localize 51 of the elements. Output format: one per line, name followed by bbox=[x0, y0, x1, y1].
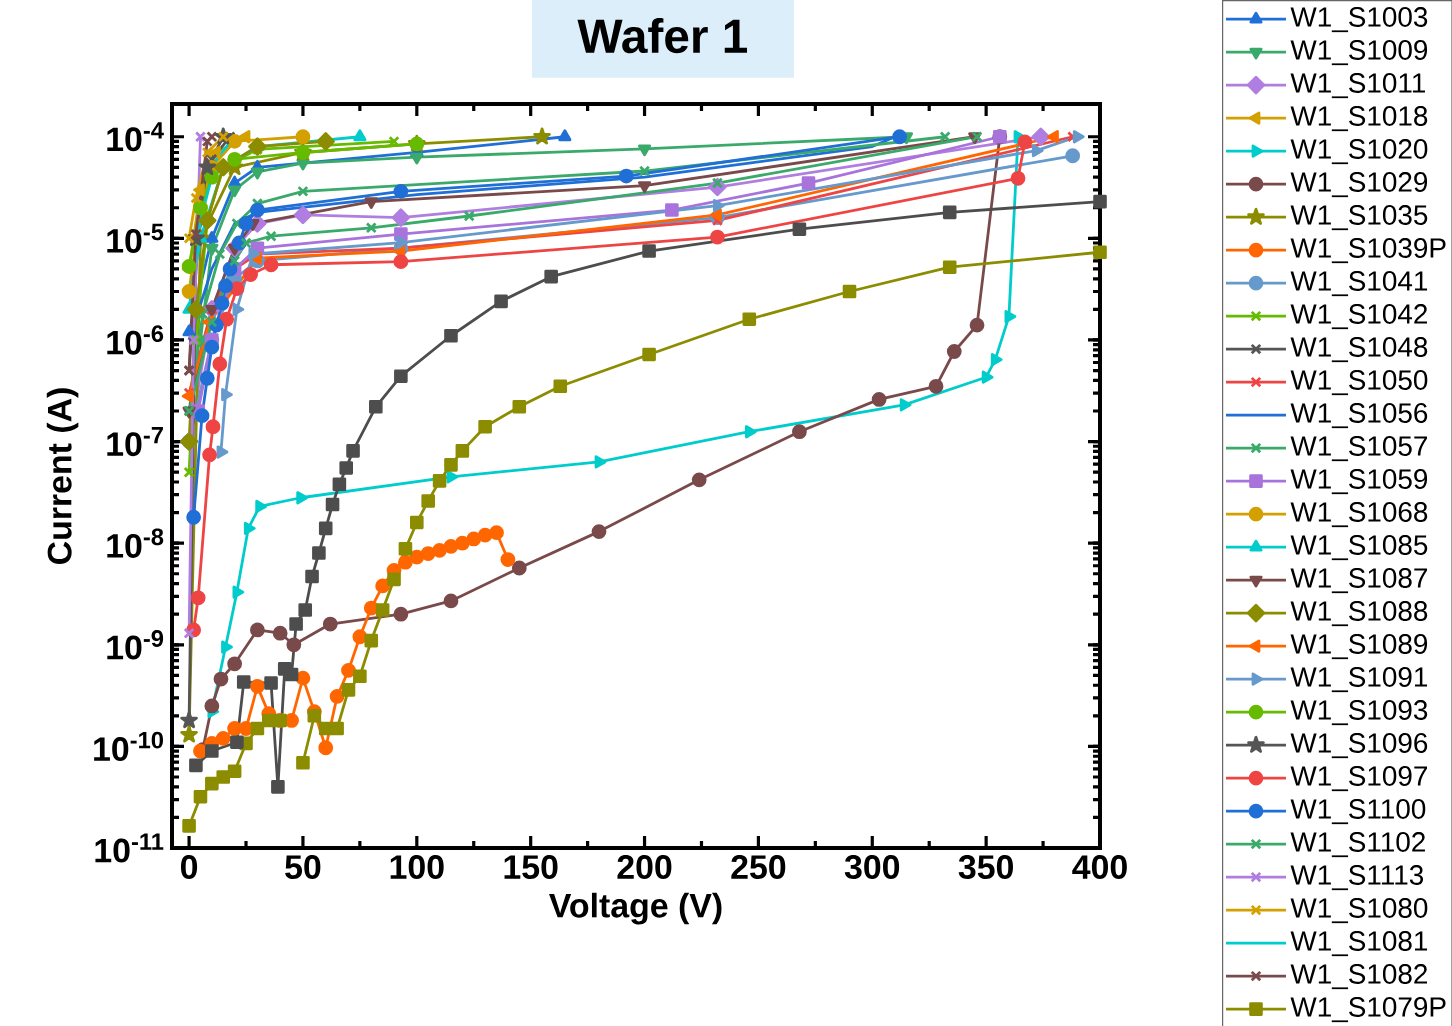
legend-label: W1_S1091 bbox=[1290, 667, 1428, 693]
y-tick-label: 10$^{-8}$ bbox=[107, 528, 164, 558]
legend-label: W1_S1056 bbox=[1290, 403, 1428, 429]
x-tick-label: 250 bbox=[731, 855, 786, 880]
x-tick-label: 150 bbox=[504, 855, 558, 880]
legend-label: W1_S1011 bbox=[1290, 73, 1425, 99]
legend-label: W1_S1059 bbox=[1290, 469, 1428, 495]
y-tick-label: 10$^{-5}$ bbox=[107, 223, 164, 253]
legend-label: W1_S1039P bbox=[1290, 238, 1446, 264]
legend-label: W1_S1089 bbox=[1290, 634, 1428, 660]
legend-label: W1_S1093 bbox=[1290, 700, 1428, 726]
legend-label: W1_S1035 bbox=[1290, 205, 1428, 231]
legend-label: W1_S1068 bbox=[1290, 502, 1428, 528]
chart-title: Wafer 1 bbox=[577, 18, 748, 54]
legend-label: W1_S1080 bbox=[1290, 898, 1428, 924]
x-axis-title: Voltage (V) bbox=[549, 892, 722, 925]
y-axis-title: Current (A) bbox=[46, 388, 79, 565]
y-tick-label: 10$^{-11}$ bbox=[95, 833, 164, 863]
y-tick-label: 10$^{-10}$ bbox=[94, 731, 163, 762]
legend-label: W1_S1057 bbox=[1290, 436, 1427, 462]
legend-label: W1_S1097 bbox=[1290, 766, 1427, 792]
legend-label: W1_S1029 bbox=[1290, 172, 1428, 198]
legend-label: W1_S1096 bbox=[1290, 733, 1428, 759]
legend-label: W1_S1085 bbox=[1290, 535, 1428, 561]
y-tick-label: 10$^{-4}$ bbox=[107, 122, 164, 152]
legend-label: W1_S1113 bbox=[1290, 865, 1424, 891]
x-tick-label: 350 bbox=[958, 855, 1013, 880]
y-tick-label: 10$^{-7}$ bbox=[107, 427, 163, 457]
legend-label: W1_S1079P bbox=[1290, 997, 1446, 1023]
x-tick-label: 300 bbox=[844, 855, 900, 880]
legend-label: W1_S1081 bbox=[1290, 931, 1428, 957]
legend-label: W1_S1042 bbox=[1290, 304, 1427, 330]
legend-label: W1_S1048 bbox=[1290, 337, 1428, 363]
legend-label: W1_S1020 bbox=[1290, 139, 1428, 165]
y-tick-label: 10$^{-9}$ bbox=[107, 630, 164, 660]
y-tick-label: 10$^{-6}$ bbox=[107, 325, 164, 355]
x-tick-label: 100 bbox=[390, 855, 444, 880]
legend-label: W1_S1102 bbox=[1290, 832, 1425, 858]
x-tick-label: 50 bbox=[285, 855, 321, 880]
legend-label: W1_S1088 bbox=[1290, 601, 1428, 627]
x-tick-label: 400 bbox=[1072, 855, 1127, 880]
x-tick-label: 0 bbox=[181, 855, 198, 880]
legend-label: W1_S1018 bbox=[1290, 106, 1428, 132]
legend-label: W1_S1100 bbox=[1290, 799, 1426, 825]
legend-label: W1_S1003 bbox=[1290, 7, 1428, 33]
legend-label: W1_S1041 bbox=[1290, 271, 1428, 297]
legend-label: W1_S1087 bbox=[1290, 568, 1427, 594]
x-tick-label: 200 bbox=[617, 855, 672, 880]
legend-label: W1_S1050 bbox=[1290, 370, 1428, 396]
legend-label: W1_S1009 bbox=[1290, 40, 1428, 66]
legend-label: W1_S1082 bbox=[1290, 964, 1427, 990]
